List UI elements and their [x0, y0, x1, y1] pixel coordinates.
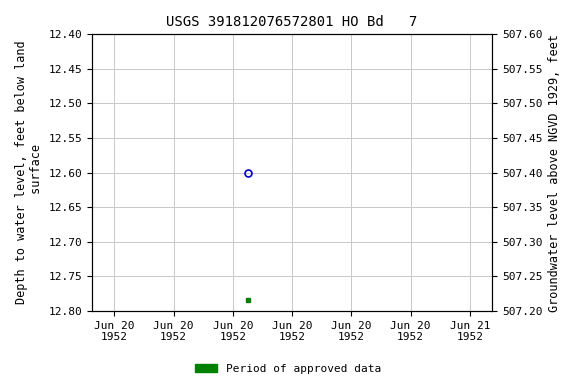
Y-axis label: Groundwater level above NGVD 1929, feet: Groundwater level above NGVD 1929, feet: [548, 34, 561, 311]
Legend: Period of approved data: Period of approved data: [191, 359, 385, 379]
Y-axis label: Depth to water level, feet below land
 surface: Depth to water level, feet below land su…: [15, 41, 43, 305]
Title: USGS 391812076572801 HO Bd   7: USGS 391812076572801 HO Bd 7: [166, 15, 418, 29]
